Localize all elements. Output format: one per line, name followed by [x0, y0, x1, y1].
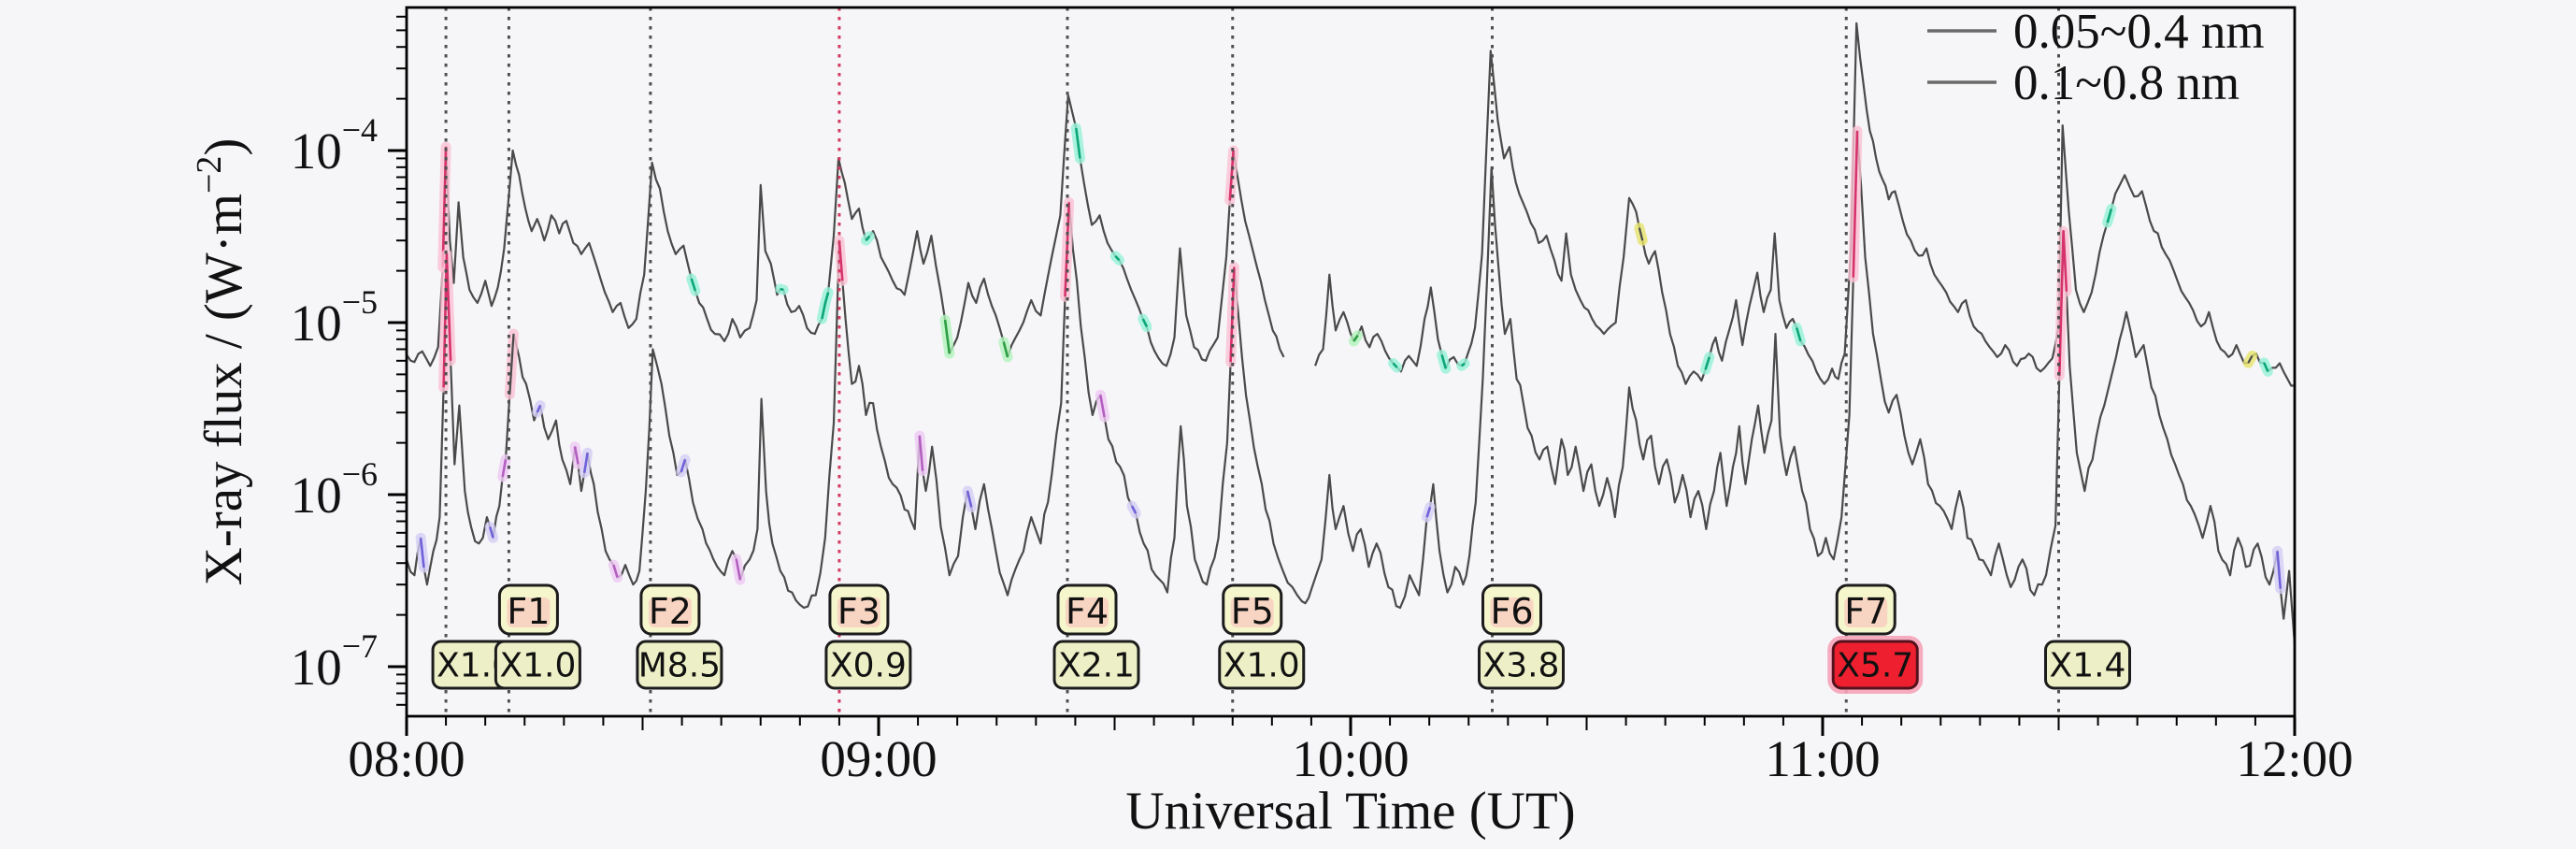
colored-segment-violet — [536, 405, 542, 413]
colored-segment-teal — [2263, 362, 2269, 372]
flare-class-text-X1.4: X1.4 — [2050, 647, 2126, 685]
flare-class-box-X1.0 — [494, 640, 581, 690]
flare-class-box-X0.9 — [824, 640, 912, 690]
flare-label-text-F6: F6 — [1490, 591, 1533, 632]
colored-segment-violet — [488, 526, 494, 539]
flare-label-inner-F1 — [507, 597, 551, 627]
colored-segment-orchid — [573, 446, 580, 465]
x-tick-label: 08:00 — [348, 730, 465, 787]
x-tick-label: 10:00 — [1292, 730, 1409, 787]
y-tick-label: 10−6 — [291, 455, 378, 524]
colored-segment-pink — [508, 334, 515, 395]
flare-class-text-X5.7: X5.7 — [1837, 647, 1913, 685]
colored-segment-yellow — [2247, 354, 2254, 364]
legend-label: 0.05~0.4 nm — [2013, 5, 2265, 59]
flare-label-inner-F2 — [648, 597, 692, 627]
flare-label-text-F5: F5 — [1231, 591, 1274, 632]
colored-segment-violet — [680, 459, 687, 473]
flare-label-inner-F5 — [1230, 597, 1274, 627]
colored-segment-teal — [1704, 356, 1711, 370]
flare-class-text-X3.8: X3.8 — [1483, 647, 1560, 685]
colored-segment-teal — [865, 235, 871, 242]
legend: 0.05~0.4 nm0.1~0.8 nm — [1927, 5, 2265, 110]
flare-labels-layer: X1.0F1X1.0F2M8.5F3X0.9F4X2.1F5X1.0F6X3.8… — [431, 583, 2131, 694]
colored-segment-crimson — [2058, 229, 2068, 376]
curves-layer — [407, 22, 2295, 645]
y-tick-label: 10−7 — [291, 627, 378, 696]
flare-label-text-F7: F7 — [1844, 591, 1887, 632]
colored-segment-teal — [690, 278, 697, 292]
flare-label-text-F2: F2 — [649, 591, 692, 632]
colored-segment-crimson — [837, 240, 844, 281]
series-curve-short — [407, 129, 2295, 645]
colored-segment-orchid — [612, 564, 619, 578]
colored-segment-teal — [1795, 327, 1802, 342]
flare-class-text-X1.0: X1.0 — [499, 647, 576, 685]
colored-segment-violet — [419, 538, 425, 568]
x-axis-title: Universal Time (UT) — [1125, 782, 1575, 841]
flare-class-text-X1.0: X1.0 — [1224, 647, 1300, 685]
y-axis-title: X-ray flux / (W·m−2) — [190, 138, 253, 586]
flare-label-text-F4: F4 — [1066, 591, 1109, 632]
colored-segment-yellow — [1638, 227, 1644, 241]
colored-segment-crimson — [442, 252, 452, 388]
colored-segment-orchid — [735, 558, 742, 581]
flare-class-box-X1.0 — [1218, 640, 1306, 690]
colored-segment-violet — [1130, 505, 1138, 514]
colored-segment-crimson — [1852, 130, 1859, 278]
flare-class-box-X3.8 — [1478, 640, 1565, 690]
x-tick-label: 12:00 — [2236, 730, 2353, 787]
colored-segment-violet — [966, 490, 973, 508]
flare-label-inner-F4 — [1066, 597, 1109, 627]
colored-segment-teal — [1114, 255, 1121, 262]
colored-segment-orchid — [918, 435, 924, 471]
colored-segment-teal — [1460, 362, 1466, 367]
colored-segment-violet — [2276, 551, 2283, 589]
flare-label-inner-F6 — [1490, 597, 1534, 627]
flare-label-inner-F3 — [837, 597, 880, 627]
flare-class-box-X2.1 — [1052, 640, 1140, 690]
flare-class-box-X1.4 — [2044, 640, 2131, 690]
plot-border — [405, 6, 2297, 718]
flare-class-box-M8.5 — [636, 640, 723, 690]
y-tick-label: 10−4 — [291, 111, 378, 180]
colored-segment-teal — [1075, 127, 1081, 159]
colored-segment-crimson — [1229, 266, 1236, 363]
colored-segment-green — [1352, 334, 1359, 342]
series-curve-long — [407, 94, 1285, 367]
colored-segment-green — [1002, 341, 1009, 358]
colored-segment-teal — [821, 292, 830, 320]
colored-segment-teal — [1440, 354, 1448, 369]
colored-segment-teal — [780, 287, 784, 292]
flare-class-text-X2.1: X2.1 — [1058, 647, 1135, 685]
colored-segment-teal — [1141, 318, 1149, 328]
colored-segment-violet — [582, 453, 589, 473]
axes-layer: 08:00 09:00 10:00 11:00 12:00 10−4 10−5 10−6 10−… — [190, 6, 2354, 787]
x-tick-label: 09:00 — [820, 730, 937, 787]
y-tick-label: 10−5 — [291, 283, 378, 352]
flare-class-text-M8.5: M8.5 — [638, 647, 721, 685]
legend-label: 0.1~0.8 nm — [2013, 56, 2240, 110]
colored-segment-crimson — [1064, 202, 1070, 297]
flare-label-text-F3: F3 — [837, 591, 880, 632]
flare-label-text-F1: F1 — [507, 591, 550, 632]
colored-segment-green — [943, 319, 952, 354]
flare-label-inner-F7 — [1844, 597, 1888, 627]
flare-class-text-X0.9: X0.9 — [830, 647, 907, 685]
colored-segment-orchid — [1099, 395, 1106, 418]
x-tick-label: 11:00 — [1765, 730, 1880, 787]
colored-segment-teal — [1392, 362, 1398, 368]
colored-segment-teal — [2106, 209, 2113, 223]
flare-class-box-X5.7 — [1831, 640, 1919, 690]
colored-segment-orchid — [501, 459, 508, 478]
colored-segment-violet — [1425, 506, 1432, 518]
